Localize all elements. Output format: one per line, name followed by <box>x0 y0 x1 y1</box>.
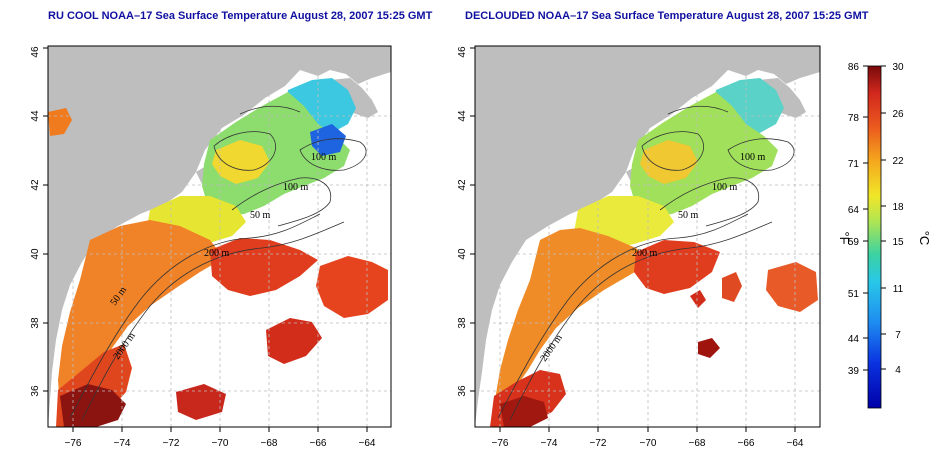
sst-slope-warm <box>210 238 318 296</box>
lon-tick-label: −70 <box>640 438 657 449</box>
sst-cape-hatteras-hot <box>500 396 548 427</box>
fahrenheit-tick-label: 86 <box>848 62 860 73</box>
lon-tick-label: −72 <box>163 438 180 449</box>
sst-gulf-stream-south <box>266 318 322 364</box>
lat-tick-label: 46 <box>30 46 41 58</box>
sst-georges-bank-warm <box>212 140 270 184</box>
lat-tick-label: 38 <box>30 317 41 329</box>
celsius-ticks <box>881 65 886 370</box>
lat-tick-label: 44 <box>30 110 41 122</box>
lon-tick-label: −72 <box>590 438 607 449</box>
lon-tick-label: −68 <box>261 438 278 449</box>
map-title-right: DECLOUDED NOAA–17 Sea Surface Temperatur… <box>465 10 869 22</box>
lat-axis-right <box>470 47 475 392</box>
lon-axis-right <box>499 427 796 432</box>
map-panel-left: 100 m 100 m 50 m 200 m 50 m 2000 m −76 −… <box>30 45 392 449</box>
lon-tick-label: −64 <box>359 438 376 449</box>
lon-tick-label: −66 <box>310 438 327 449</box>
lon-tick-label: −64 <box>787 438 804 449</box>
contour-label: 100 m <box>283 182 309 193</box>
fahrenheit-tick-label: 59 <box>848 237 860 248</box>
contour-label: 50 m <box>250 210 271 221</box>
lon-axis-left <box>72 427 368 432</box>
fahrenheit-labels: 86 78 71 64 59 51 44 39 <box>848 62 860 377</box>
contour-label: 100 m <box>712 182 738 193</box>
lat-tick-label: 36 <box>457 385 468 397</box>
lat-tick-label: 36 <box>30 385 41 397</box>
lon-tick-label: −76 <box>65 438 82 449</box>
lat-labels-left: 36 38 40 42 44 46 <box>30 46 41 397</box>
lat-tick-label: 40 <box>457 248 468 260</box>
contour-label: 100 m <box>740 152 766 163</box>
lon-tick-label: −70 <box>212 438 229 449</box>
lon-tick-label: −66 <box>738 438 755 449</box>
contour-label: 200 m <box>632 248 658 259</box>
sst-georges-bank-warm <box>640 140 698 184</box>
fahrenheit-tick-label: 78 <box>848 113 860 124</box>
celsius-tick-label: 4 <box>895 365 901 376</box>
sst-gulf-stream-south <box>690 290 706 308</box>
lat-axis-left <box>43 47 48 392</box>
lat-tick-label: 38 <box>457 317 468 329</box>
lon-labels-right: −76 −74 −72 −70 −68 −66 −64 <box>492 438 804 449</box>
sst-cape-hatteras-hot <box>60 384 126 427</box>
fahrenheit-tick-label: 39 <box>848 366 860 377</box>
lon-labels-left: −76 −74 −72 −70 −68 −66 −64 <box>65 438 376 449</box>
fahrenheit-ticks <box>863 65 868 371</box>
celsius-labels: 30 26 22 18 15 11 7 4 <box>892 62 904 376</box>
celsius-tick-label: 11 <box>893 284 904 295</box>
lat-tick-label: 46 <box>457 46 468 58</box>
lon-tick-label: −68 <box>689 438 706 449</box>
sst-southeast-patch <box>176 384 226 420</box>
contour-label: 50 m <box>678 210 699 221</box>
celsius-tick-label: 22 <box>892 156 904 167</box>
fahrenheit-tick-label: 71 <box>848 159 860 170</box>
unit-fahrenheit: °F <box>837 231 852 244</box>
land-mass <box>475 46 820 427</box>
contour-label: 100 m <box>311 152 337 163</box>
sst-eddy-south <box>698 338 720 358</box>
color-bar-gradient <box>867 65 882 409</box>
sst-eddy-east <box>766 262 818 312</box>
sst-nova-scotia-warm <box>48 108 72 136</box>
lat-labels-right: 36 38 40 42 44 46 <box>457 46 468 397</box>
lat-tick-label: 40 <box>30 248 41 260</box>
lat-tick-label: 44 <box>457 110 468 122</box>
celsius-tick-label: 30 <box>892 62 904 73</box>
celsius-tick-label: 18 <box>892 202 904 213</box>
sst-mid-atlantic-shelf <box>496 228 652 404</box>
sst-scotian-shelf-cold <box>310 124 346 156</box>
celsius-tick-label: 26 <box>892 109 904 120</box>
fahrenheit-tick-label: 51 <box>848 289 860 300</box>
lon-tick-label: −76 <box>492 438 509 449</box>
fahrenheit-tick-label: 44 <box>848 334 860 345</box>
sst-eddy-small <box>722 272 742 302</box>
unit-celsius: °C <box>917 231 932 246</box>
land-mass <box>48 46 391 427</box>
lon-tick-label: −74 <box>114 438 131 449</box>
lon-tick-label: −74 <box>541 438 558 449</box>
bathymetry-contours-right <box>497 105 795 421</box>
celsius-tick-label: 15 <box>892 237 904 248</box>
bathymetry-contours-left <box>69 105 367 421</box>
lat-tick-label: 42 <box>30 179 41 191</box>
map-title-left: RU COOL NOAA–17 Sea Surface Temperature … <box>48 10 433 22</box>
sst-gulf-of-maine <box>202 92 350 216</box>
lat-tick-label: 42 <box>457 179 468 191</box>
sst-slope-warm <box>634 240 720 294</box>
sst-gulf-stream-east <box>316 256 388 318</box>
map-panel-right: 100 m 100 m 50 m 200 m 2000 m −76 −74 −7… <box>457 45 821 449</box>
fahrenheit-tick-label: 64 <box>848 205 860 216</box>
color-bar: 86 78 71 64 59 51 44 39 30 26 22 18 15 1… <box>837 62 932 409</box>
contour-label: 200 m <box>204 248 230 259</box>
celsius-tick-label: 7 <box>895 330 901 341</box>
